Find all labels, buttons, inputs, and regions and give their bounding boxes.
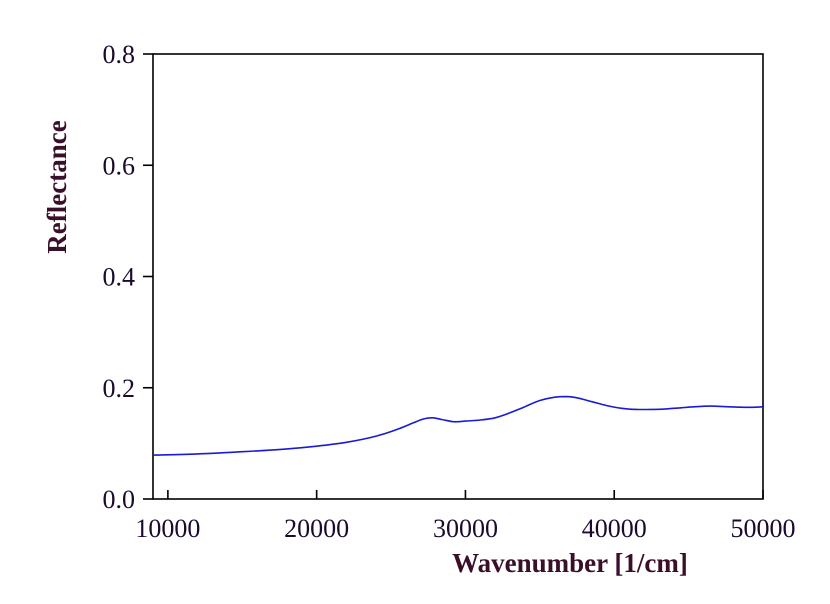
series-line [152,395,764,456]
x-tick-label: 30000 [433,514,498,543]
x-tick-label: 10000 [135,514,200,543]
plot-frame [152,53,764,500]
x-tick-label: 50000 [731,514,796,543]
x-axis: 10000 20000 30000 40000 50000 [135,490,796,543]
y-axis-title: Reflectance [42,120,72,253]
y-tick-label: 0.0 [103,485,136,514]
y-axis: 0.0 0.2 0.4 0.6 0.8 [103,40,153,514]
y-tick-label: 0.2 [103,374,136,403]
x-tick-label: 20000 [284,514,349,543]
y-tick-label: 0.8 [103,40,136,69]
x-axis-title: Wavenumber [1/cm] [452,548,688,578]
x-tick-label: 40000 [582,514,647,543]
y-tick-label: 0.4 [103,263,136,292]
y-tick-label: 0.6 [103,151,136,180]
